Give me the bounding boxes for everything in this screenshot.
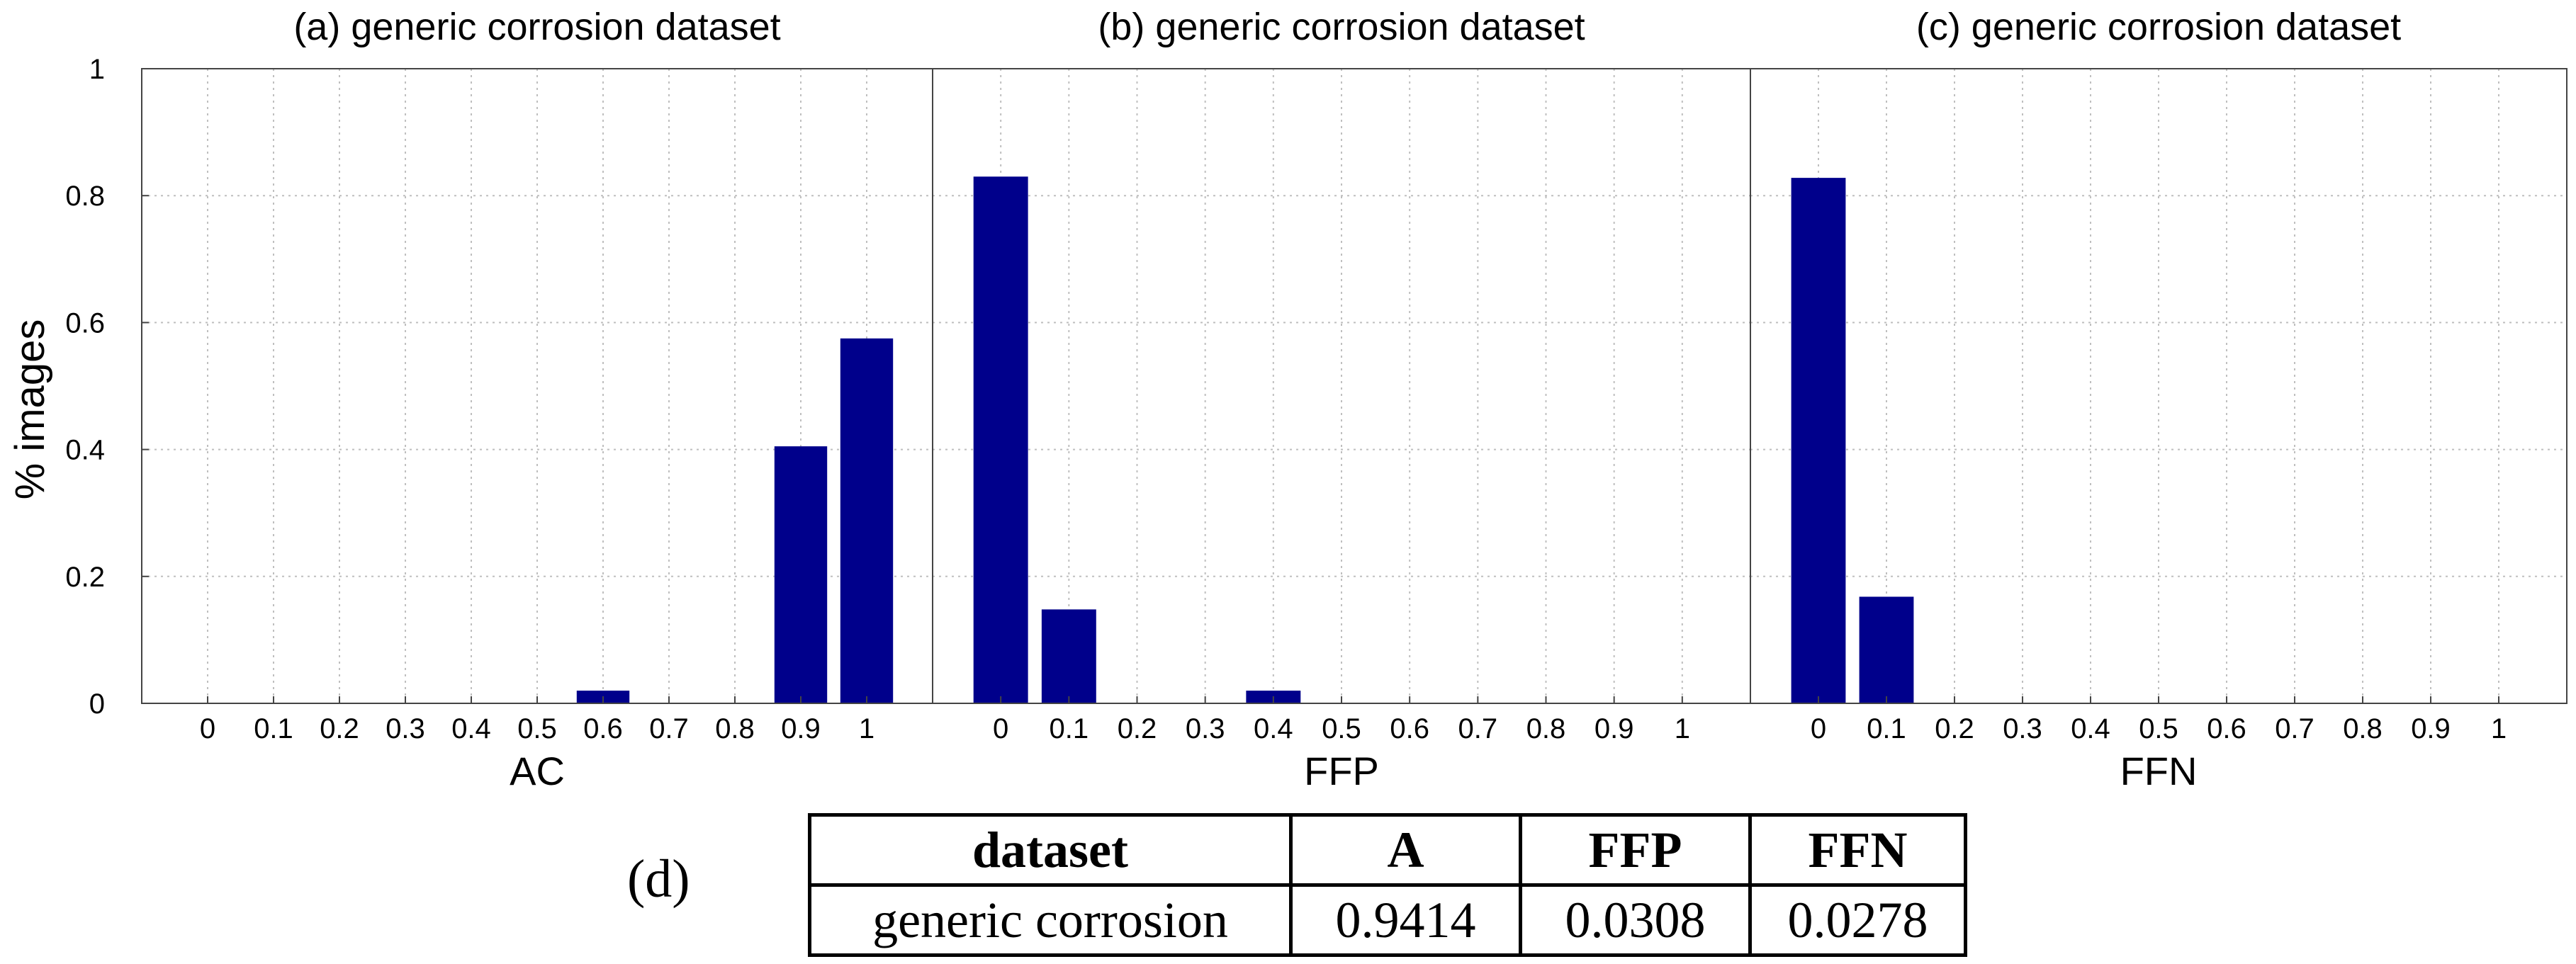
x-tick-label: 0.9 [2411, 713, 2451, 744]
x-tick-label: 0.9 [1594, 713, 1634, 744]
x-tick-label: 0.8 [1526, 713, 1566, 744]
cell-dataset: generic corrosion [808, 883, 1293, 957]
x-tick-label: 0.4 [2071, 713, 2110, 744]
x-tick-label: 1 [859, 713, 874, 744]
y-tick-label: 0.8 [65, 181, 105, 212]
y-tick-label: 0 [89, 688, 105, 720]
x-tick-label: 0.1 [254, 713, 293, 744]
x-tick-label: 0.5 [517, 713, 557, 744]
x-tick-label: 0.6 [1390, 713, 1429, 744]
x-tick-label: 0 [200, 713, 215, 744]
header-a: A [1289, 813, 1522, 887]
chart-panel-0: 0 0.1 0.2 0.3 0.4 0.5 0.6 0.7 0.8 0.9 1 0 0.2 0.4 0.6 0… [65, 6, 933, 793]
x-tick-label: 0 [1811, 713, 1826, 744]
x-tick-label: 0.9 [781, 713, 821, 744]
x-tick-label: 0.3 [2003, 713, 2042, 744]
x-tick-label: 0.5 [1322, 713, 1361, 744]
x-tick-label: 0.1 [1867, 713, 1906, 744]
x-tick-label: 0.4 [451, 713, 491, 744]
cell-ffp: 0.0308 [1519, 883, 1752, 957]
x-tick-label: 0.7 [649, 713, 689, 744]
x-tick-label: 0.6 [2207, 713, 2246, 744]
y-tick-label: 0.6 [65, 307, 105, 339]
bar-0 [1791, 178, 1846, 703]
x-tick-label: 1 [1675, 713, 1690, 744]
x-axis-label: FFP [1304, 749, 1379, 793]
summary-table: dataset A FFP FFN generic corrosion 0.94… [808, 813, 1967, 957]
y-tick-label: 0.2 [65, 562, 105, 593]
x-tick-label: 0.8 [2343, 713, 2383, 744]
x-tick-label: 0.4 [1254, 713, 1293, 744]
y-tick-label: 0.4 [65, 435, 105, 466]
y-axis-label: % images [7, 319, 53, 500]
x-tick-label: 0.7 [2275, 713, 2315, 744]
chart-title: (c) generic corrosion dataset [1916, 6, 2401, 48]
header-dataset: dataset [808, 813, 1293, 887]
x-tick-label: 0.7 [1458, 713, 1498, 744]
chart-title: (b) generic corrosion dataset [1098, 6, 1585, 48]
plot-frame [932, 68, 1751, 704]
header-ffn: FFN [1748, 813, 1967, 887]
chart-panel-1: 0 0.1 0.2 0.3 0.4 0.5 0.6 0.7 0.8 0.9 1 (b) generic… [932, 6, 1751, 793]
y-tick-label: 1 [89, 54, 105, 85]
x-tick-label: 0 [993, 713, 1008, 744]
table-row: generic corrosion 0.9414 0.0308 0.0278 [808, 883, 1967, 957]
x-axis-label: FFN [2120, 749, 2198, 793]
cell-ffn: 0.0278 [1748, 883, 1967, 957]
x-tick-label: 0.2 [1118, 713, 1157, 744]
bar-0.1 [1041, 609, 1096, 703]
x-tick-label: 1 [2491, 713, 2507, 744]
bar-0 [973, 176, 1028, 703]
table-header-row: dataset A FFP FFN [808, 813, 1967, 887]
x-tick-label: 0.5 [2139, 713, 2178, 744]
x-tick-label: 0.8 [715, 713, 755, 744]
header-ffp: FFP [1519, 813, 1752, 887]
x-axis-label: AC [510, 749, 565, 793]
bar-0.9 [774, 446, 828, 703]
x-tick-label: 0.6 [583, 713, 623, 744]
chart-panel-2: 0 0.1 0.2 0.3 0.4 0.5 0.6 0.7 0.8 0.9 1 (c) generic… [1750, 6, 2567, 793]
x-tick-label: 0.3 [386, 713, 425, 744]
cell-a: 0.9414 [1289, 883, 1522, 957]
x-tick-label: 0.1 [1050, 713, 1089, 744]
bar-1 [840, 338, 894, 703]
chart-title: (a) generic corrosion dataset [293, 6, 780, 48]
x-tick-label: 0.2 [1935, 713, 1974, 744]
x-tick-label: 0.3 [1186, 713, 1225, 744]
bar-0.1 [1859, 596, 1914, 703]
x-tick-label: 0.2 [320, 713, 359, 744]
